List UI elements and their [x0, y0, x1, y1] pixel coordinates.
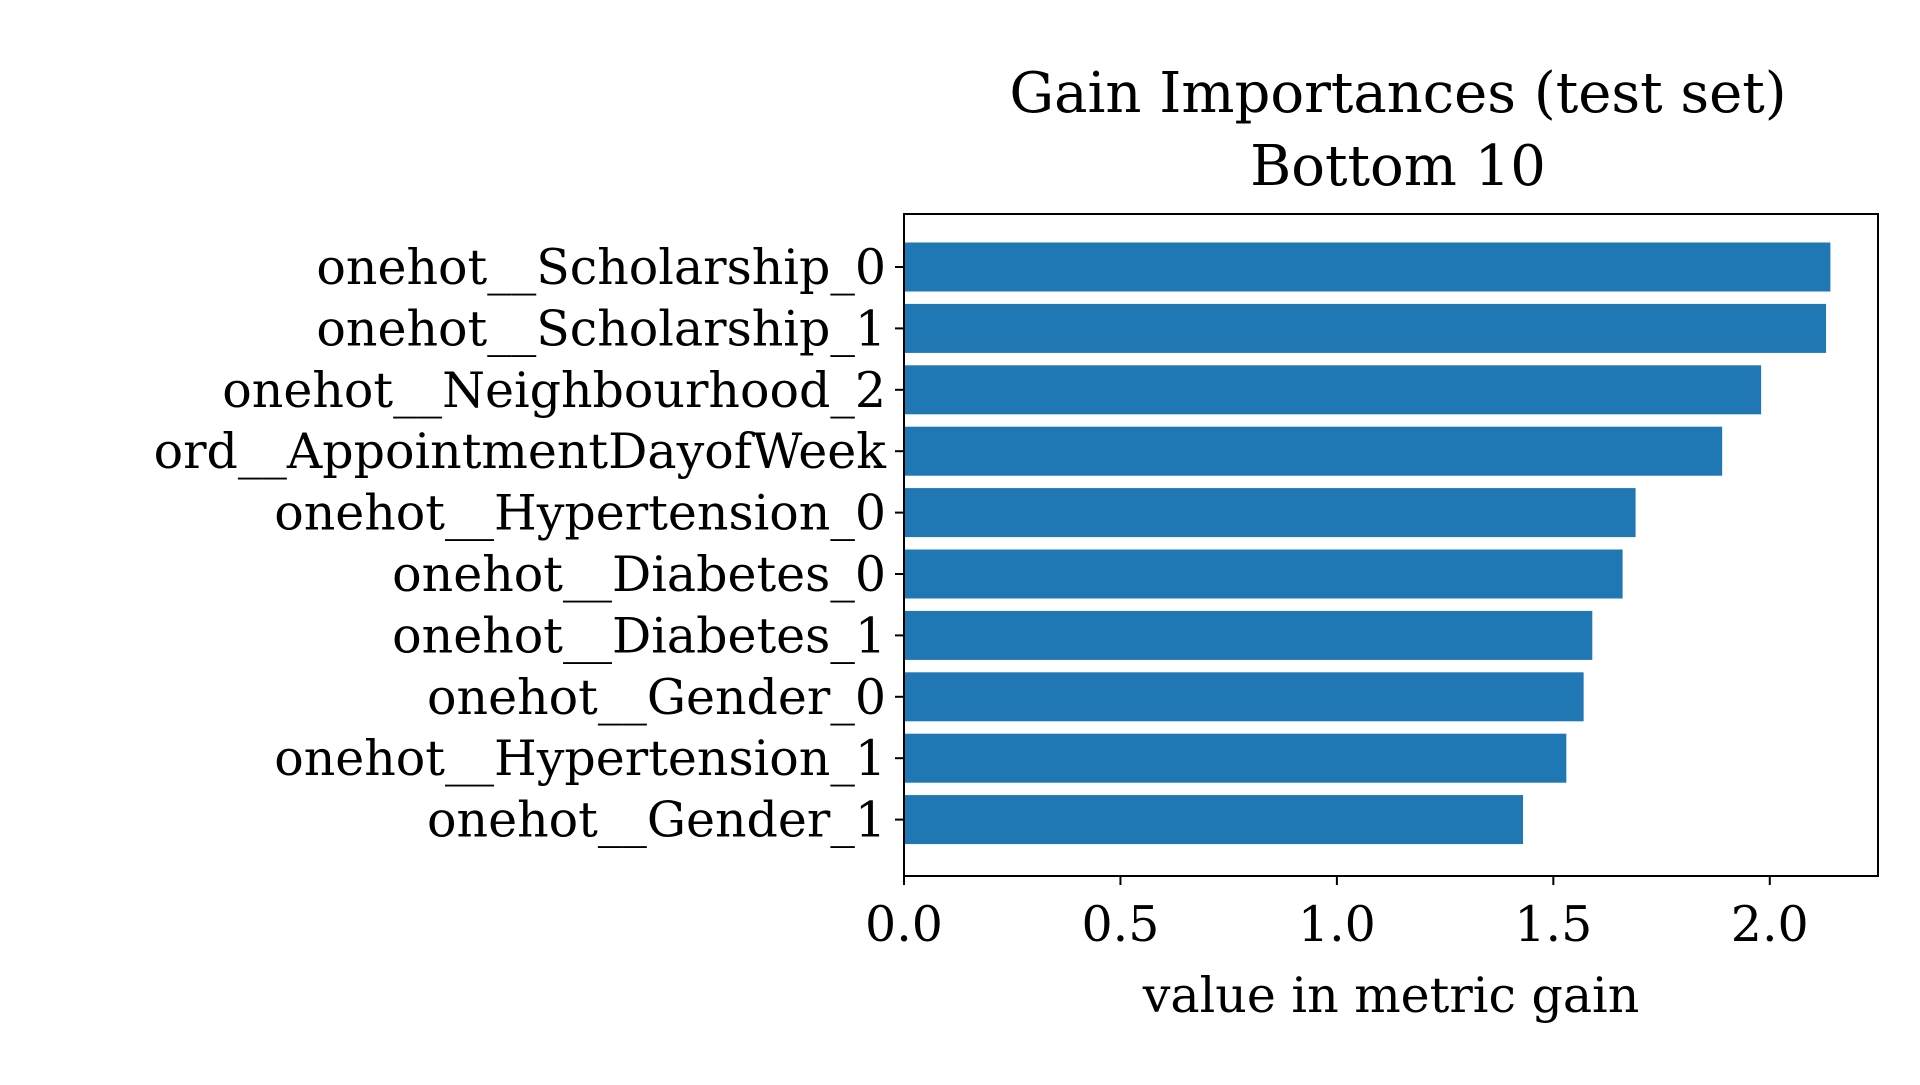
x-tick-label: 0.0	[865, 896, 943, 953]
y-tick-label: onehot__Gender_0	[427, 669, 886, 726]
bar	[904, 549, 1623, 599]
y-tick-label: onehot__Scholarship_0	[316, 239, 886, 296]
x-axis: 0.0 0.5 1.0 1.5 2.0	[865, 876, 1809, 953]
x-tick-label: 1.5	[1514, 896, 1592, 953]
x-axis-label: value in metric gain	[1142, 967, 1640, 1024]
y-tick-label: onehot__Gender_1	[427, 792, 886, 849]
bar	[904, 303, 1827, 353]
x-tick-label: 2.0	[1731, 896, 1809, 953]
chart-subtitle: Bottom 10	[1250, 134, 1546, 199]
bar	[904, 610, 1593, 660]
y-tick-label: onehot__Diabetes_0	[392, 546, 886, 603]
x-tick-label: 1.0	[1298, 896, 1376, 953]
bar	[904, 488, 1636, 538]
chart-title: Gain Importances (test set)	[1009, 61, 1786, 126]
bar	[904, 365, 1762, 415]
x-tick-label: 0.5	[1081, 896, 1159, 953]
bar	[904, 426, 1723, 476]
plot-frame	[903, 213, 1879, 877]
y-tick-label: ord__AppointmentDayofWeek	[154, 423, 888, 480]
y-tick-label: onehot__Hypertension_0	[274, 485, 886, 542]
y-axis: onehot__Scholarship_0onehot__Scholarship…	[154, 239, 904, 849]
bar	[904, 733, 1567, 783]
bar	[904, 795, 1524, 845]
y-tick-label: onehot__Diabetes_1	[392, 607, 886, 664]
bar	[904, 242, 1831, 292]
bars-layer	[904, 242, 1831, 845]
y-tick-label: onehot__Hypertension_1	[274, 730, 886, 787]
y-tick-label: onehot__Neighbourhood_2	[222, 362, 886, 419]
y-tick-label: onehot__Scholarship_1	[316, 300, 886, 357]
bar	[904, 672, 1584, 722]
